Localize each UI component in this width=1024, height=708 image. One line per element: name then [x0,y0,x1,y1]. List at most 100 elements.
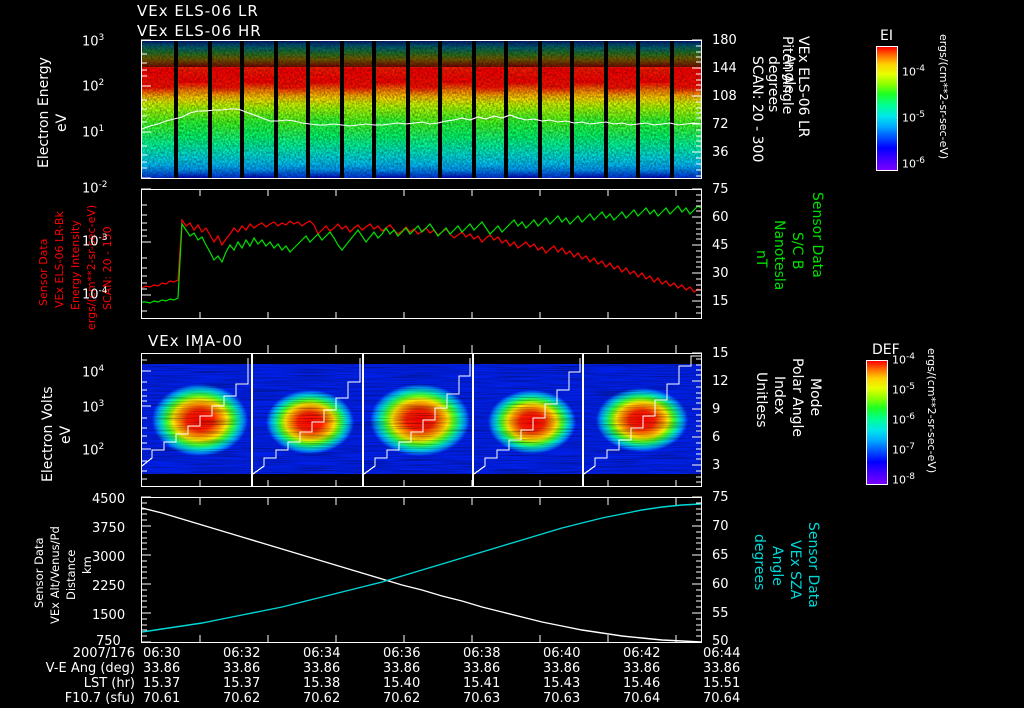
table-row-ve-ang: V-E Ang (deg) 33.86 33.86 33.86 33.86 33… [30,661,783,676]
panel1-right-label-5: SCAN: 20 - 300 [749,56,765,163]
time-col-7: 06:44 [703,646,741,661]
panel4-right-tick-50: 50 [712,634,729,649]
panel3-ytick-10000: 104 [82,364,105,381]
panel2-left-label-3: Energy Intensity [69,220,82,310]
panel4-ytick-3000: 3000 [92,550,126,565]
panel2-right-label-3: Nanotesla [771,220,787,291]
ve-ang-col-3: 33.86 [383,661,421,676]
panel4-line-canvas [142,498,701,642]
panel1-left-axis-label-2: eV [54,113,70,132]
panel4-ytick-750: 750 [96,634,121,649]
panel3-left-label-2: eV [58,425,74,444]
panel4-ytick-1500: 1500 [92,608,126,623]
f107-col-1: 70.62 [223,691,261,706]
ei-colorbar[interactable] [876,46,898,171]
ve-ang-col-6: 33.86 [623,661,661,676]
panel4-left-label-1: Sensor Data [32,537,46,608]
f107-col-3: 70.62 [383,691,421,706]
def-colorbar-tick-2: 10-5 [892,382,915,397]
panel2-ytick-1e-4: 10-4 [82,286,108,303]
panel4-ytick-4500: 4500 [92,492,126,507]
time-parameter-table: 2007/176 06:30 06:32 06:34 06:36 06:38 0… [30,646,783,706]
table-row-f107: F10.7 (sfu) 70.61 70.62 70.62 70.62 70.6… [30,691,783,706]
table-row-lst: LST (hr) 15.37 15.37 15.38 15.40 15.41 1… [30,676,783,691]
panel4-right-tick-70: 70 [712,519,729,534]
f107-col-7: 70.64 [703,691,741,706]
panel2-right-label-2: S/C B [789,232,805,270]
panel2-right-label-1: Sensor Data [809,192,825,278]
lst-col-7: 15.51 [703,676,741,691]
row-label-f107: F10.7 (sfu) [64,691,135,706]
panel3-right-label-3: Index [771,376,787,415]
panel4-right-tick-60: 60 [712,577,729,592]
panel1-right-tick-144: 144 [712,61,737,76]
panel2-line-canvas [142,190,701,318]
panel1-title-hr: VEx ELS-06 HR [137,22,262,40]
panel1-right-tick-36: 36 [712,145,729,160]
table-row-time: 2007/176 06:30 06:32 06:34 06:36 06:38 0… [30,646,783,661]
panel4-ytick-3750: 3750 [92,521,126,536]
time-col-3: 06:36 [383,646,421,661]
panel4-right-label-2: VEx SZA [787,540,803,600]
panel2-left-label-2: VEx ELS-06 LR-Bk [53,211,66,308]
panel2-ytick-1e-3: 10-3 [82,233,108,250]
panel3-ytick-1000: 103 [82,399,105,416]
lst-col-6: 15.46 [623,676,661,691]
panel3-right-tick-9: 9 [712,402,721,417]
panel3-title: VEx IMA-00 [148,332,244,350]
panel1-ytick-100: 102 [82,78,105,95]
def-colorbar-title: DEF [872,342,900,358]
panel2-right-tick-75: 75 [712,182,729,197]
table-date-label: 2007/176 [72,646,135,661]
panel4-right-label-1: Sensor Data [805,522,821,608]
f107-col-2: 70.62 [303,691,341,706]
panel2-right-tick-60: 60 [712,210,729,225]
panel2-left-label-4: ergs/(cm**2-sr-sec-eV) [85,204,98,330]
row-label-ve-ang: V-E Ang (deg) [45,661,135,676]
panel-altitude-sza[interactable] [141,497,702,643]
panel3-right-label-2: Polar Angle [789,358,805,438]
panel1-ytick-1000: 103 [82,33,105,50]
ei-colorbar-tick-2: 10-5 [902,110,925,125]
def-colorbar-gradient [867,361,887,484]
panel1-spectrogram-canvas [142,41,701,178]
panel-energy-intensity-bfield[interactable] [141,189,702,319]
panel-ima-spectrogram[interactable] [141,353,702,487]
ei-colorbar-title: EI [880,28,893,44]
ei-colorbar-tick-3: 10-6 [902,156,925,171]
panel1-right-tick-180: 180 [712,33,737,48]
panel1-right-tick-72: 72 [712,117,729,132]
panel1-ytick-10: 101 [82,124,105,141]
f107-col-0: 70.61 [143,691,181,706]
def-colorbar-units: ergs/(cm**2-sr-sec-eV) [925,348,938,474]
panel4-right-tick-65: 65 [712,548,729,563]
panel-els-lr-spectrogram[interactable] [141,40,702,179]
ei-colorbar-units: ergs/(cm**2-sr-sec-eV) [937,34,950,160]
panel3-ytick-100: 102 [82,442,105,459]
def-colorbar-tick-5: 10-8 [892,472,915,487]
panel3-right-tick-6: 6 [712,430,721,445]
f107-col-5: 70.63 [543,691,581,706]
panel3-right-label-1: Mode [807,378,823,417]
ve-ang-col-5: 33.86 [543,661,581,676]
f107-col-4: 70.63 [463,691,501,706]
panel1-right-label-2: VEx ELS-06 LR [795,36,811,138]
ei-colorbar-tick-1: 10-4 [902,64,925,79]
panel4-left-label-2: VEx Alt/Venus/Pd [48,526,62,624]
panel1-right-label-3: Angle [781,54,797,94]
panel4-right-label-3: Angle [769,546,785,586]
time-col-4: 06:38 [463,646,501,661]
time-col-2: 06:34 [303,646,341,661]
panel2-right-label-4: nT [753,250,769,268]
time-col-1: 06:32 [223,646,261,661]
panel3-right-tick-15: 15 [712,346,729,361]
panel4-ytick-2250: 2250 [92,579,126,594]
def-colorbar[interactable] [866,360,888,485]
lst-col-1: 15.37 [223,676,261,691]
panel2-ytick-1e-2: 10-2 [82,180,108,197]
ve-ang-col-0: 33.86 [143,661,181,676]
panel1-left-axis-label-1: Electron Energy [36,57,52,168]
panel2-right-tick-45: 45 [712,238,729,253]
def-colorbar-tick-3: 10-6 [892,412,915,427]
panel1-right-label-4: degrees [765,56,781,113]
